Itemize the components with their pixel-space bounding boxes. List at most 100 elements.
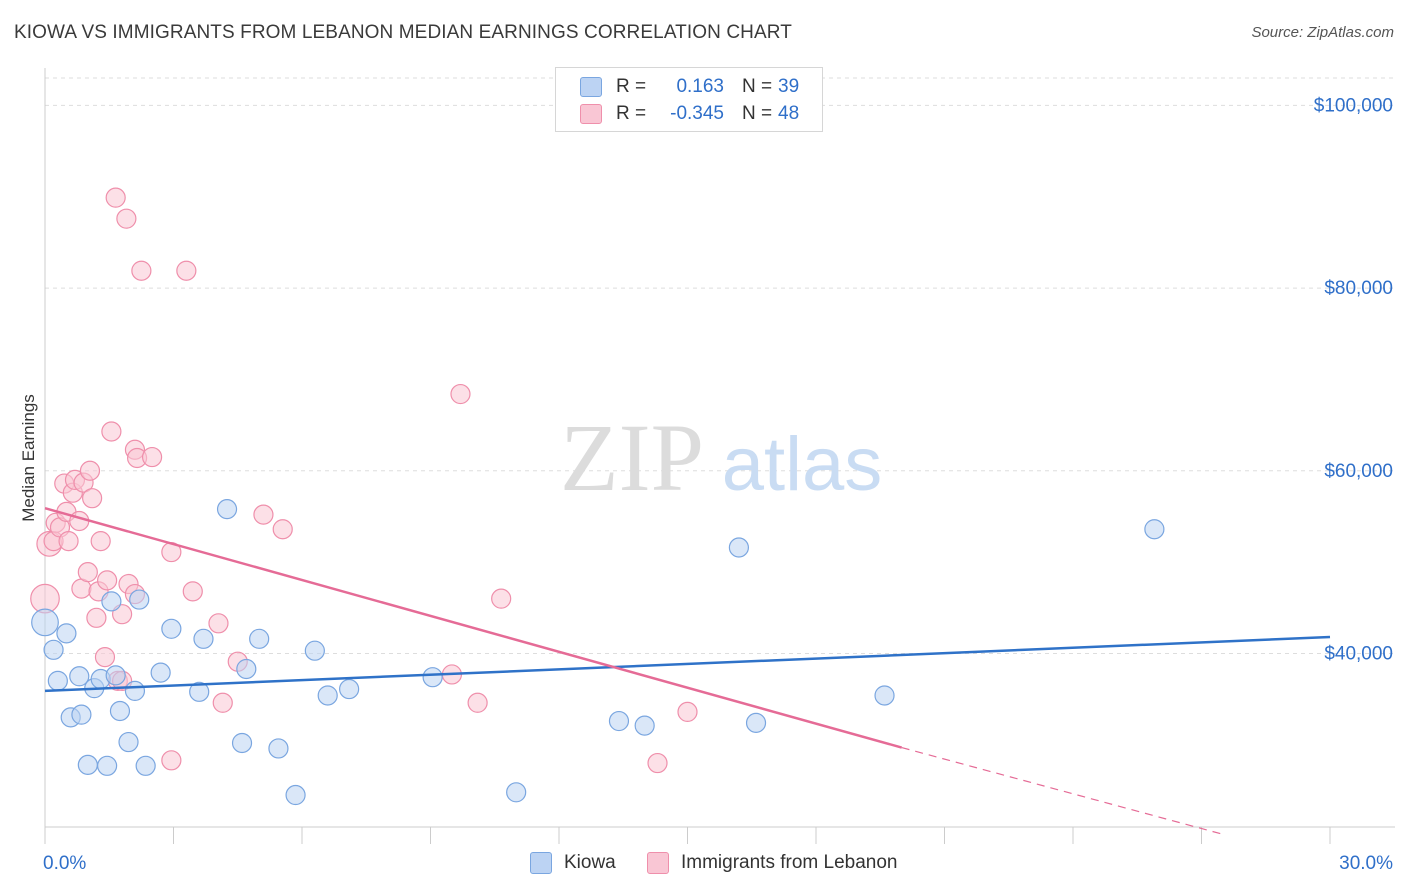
lebanon-point	[116, 208, 137, 229]
lebanon-point	[94, 647, 116, 668]
kiowa-point	[422, 667, 443, 688]
lebanon-point	[450, 383, 471, 405]
lebanon-point	[79, 460, 101, 481]
gridlines	[45, 77, 1395, 654]
kiowa-point	[506, 782, 527, 803]
kiowa-point	[71, 704, 92, 725]
kiowa-point	[161, 618, 182, 639]
kiowa-point	[285, 784, 306, 806]
legend-label: Kiowa	[564, 852, 616, 873]
lebanon-point	[82, 488, 103, 509]
lebanon-point	[272, 519, 293, 540]
kiowa-trend-line	[44, 635, 1331, 693]
lebanon-point	[69, 510, 90, 532]
lebanon-point	[182, 581, 203, 602]
lebanon-point	[77, 562, 98, 583]
r-value: -0.345	[670, 103, 724, 124]
trend-lines	[44, 507, 1331, 835]
kiowa-point	[236, 658, 257, 680]
kiowa-point	[43, 639, 64, 660]
y-tick-label: $40,000	[1324, 643, 1393, 664]
kiowa-point	[339, 678, 360, 700]
kiowa-point	[135, 755, 156, 776]
stats-row-lebanon: R = -0.345 N = 48	[580, 102, 799, 126]
kiowa-point	[634, 715, 655, 736]
lebanon-point	[86, 607, 107, 628]
kiowa-swatch	[530, 852, 552, 874]
lebanon-point	[677, 701, 698, 723]
kiowa-point	[189, 681, 210, 702]
lebanon-point	[491, 588, 512, 609]
kiowa-point	[249, 628, 270, 649]
r-label: R =	[616, 76, 647, 97]
stats-row-kiowa: R = 0.163 N = 39	[580, 75, 799, 99]
y-axis-label: Median Earnings	[19, 394, 38, 522]
lebanon-point	[647, 752, 668, 774]
kiowa-point	[105, 665, 126, 686]
lebanon-point	[101, 421, 122, 442]
lebanon-point	[467, 692, 488, 713]
kiowa-point	[268, 738, 289, 759]
r-value: 0.163	[676, 76, 724, 97]
r-label: R =	[616, 103, 647, 124]
kiowa-point	[150, 662, 171, 683]
chart-title: KIOWA VS IMMIGRANTS FROM LEBANON MEDIAN …	[14, 22, 792, 43]
n-label: N =	[742, 76, 773, 97]
series-legend: Kiowa Immigrants from Lebanon	[0, 852, 1406, 878]
n-label: N =	[742, 103, 773, 124]
kiowa-point	[874, 685, 895, 706]
kiowa-point	[216, 499, 238, 520]
axes	[44, 68, 1395, 844]
kiowa-point	[124, 680, 146, 702]
n-value: 48	[778, 103, 800, 124]
kiowa-point	[129, 589, 150, 610]
kiowa-point	[304, 640, 325, 661]
legend-label: Immigrants from Lebanon	[681, 852, 898, 873]
lebanon-point	[97, 570, 118, 591]
lebanon-trend-line	[44, 507, 903, 749]
x-tick-label: 0.0%	[43, 853, 86, 874]
kiowa-point	[56, 623, 77, 644]
lebanon-swatch	[580, 104, 602, 124]
lebanon-trend-extension	[901, 746, 1224, 835]
kiowa-point	[193, 628, 214, 649]
source-label: Source: ZipAtlas.com	[1251, 24, 1394, 41]
legend-item-lebanon[interactable]: Immigrants from Lebanon	[647, 852, 898, 874]
kiowa-point	[101, 591, 122, 612]
kiowa-point	[118, 731, 139, 753]
kiowa-point	[109, 700, 131, 722]
kiowa-point	[77, 754, 98, 775]
kiowa-point	[97, 755, 118, 776]
lebanon-swatch	[647, 852, 669, 874]
y-tick-label: $80,000	[1324, 278, 1393, 299]
lebanon-point	[176, 260, 197, 281]
watermark-zip: ZIP	[560, 404, 704, 511]
series-kiowa-points	[31, 499, 1165, 806]
tick-labels: $40,000 $60,000 $80,000 $100,000 0.0% 30.0%	[43, 95, 1393, 874]
kiowa-point	[728, 537, 750, 558]
kiowa-point	[317, 685, 338, 706]
kiowa-point	[69, 666, 90, 687]
kiowa-point	[231, 732, 253, 754]
lebanon-point	[253, 504, 274, 525]
kiowa-swatch	[580, 77, 602, 97]
kiowa-point	[745, 712, 767, 733]
x-tick-label: 30.0%	[1339, 853, 1393, 874]
watermark: ZIP atlas	[560, 404, 882, 511]
lebanon-point	[90, 531, 111, 552]
series-lebanon-points	[30, 187, 698, 774]
y-tick-label: $100,000	[1314, 95, 1393, 116]
lebanon-point	[105, 187, 126, 208]
y-tick-label: $60,000	[1324, 461, 1393, 482]
lebanon-point	[208, 613, 229, 634]
kiowa-point	[608, 710, 630, 732]
n-value: 39	[778, 76, 800, 97]
kiowa-point	[31, 608, 59, 637]
lebanon-point	[212, 692, 233, 713]
lebanon-point	[141, 446, 163, 468]
lebanon-point	[58, 531, 79, 552]
watermark-atlas: atlas	[722, 422, 883, 507]
kiowa-point	[47, 670, 68, 691]
legend-item-kiowa[interactable]: Kiowa	[530, 852, 616, 874]
